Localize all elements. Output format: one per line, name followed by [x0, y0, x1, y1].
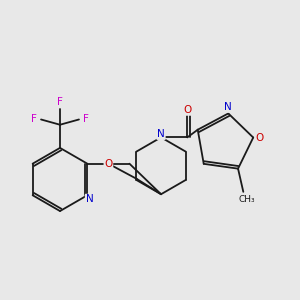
Text: O: O	[255, 133, 264, 142]
Text: CH₃: CH₃	[238, 195, 255, 204]
Text: O: O	[183, 105, 191, 115]
Text: F: F	[83, 115, 89, 124]
Text: N: N	[157, 129, 165, 139]
Text: N: N	[224, 102, 232, 112]
Text: O: O	[104, 159, 112, 169]
Text: N: N	[85, 194, 93, 205]
Text: F: F	[57, 97, 63, 106]
Text: F: F	[31, 115, 37, 124]
